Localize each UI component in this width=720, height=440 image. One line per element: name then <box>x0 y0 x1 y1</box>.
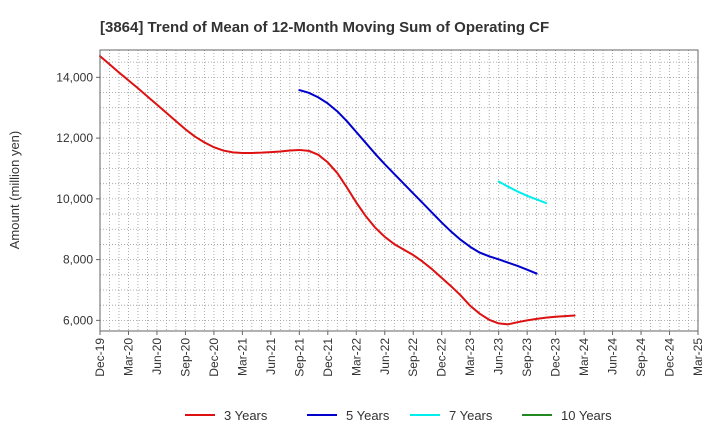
x-tick-label: Sep-24 <box>634 338 648 377</box>
x-tick-label: Sep-23 <box>520 338 534 377</box>
x-tick-label: Dec-20 <box>207 338 221 377</box>
x-tick-label: Mar-25 <box>691 338 705 376</box>
plot-border <box>99 49 699 332</box>
x-tick-label: Jun-23 <box>492 338 506 375</box>
y-tick-labels: 6,000 8,000 10,000 12,000 14,000 <box>56 70 100 327</box>
legend-label-3-years: 3 Years <box>224 408 268 423</box>
x-tick-label: Jun-20 <box>150 338 164 375</box>
x-tick-labels: Dec-19 Mar-20 Jun-20 Sep-20 Dec-20 Mar-21 Jun-… <box>93 331 705 377</box>
legend: 3 Years 5 Years 7 Years 10 Years <box>185 408 612 423</box>
x-tick-label: Mar-20 <box>121 338 135 376</box>
x-tick-label: Jun-22 <box>378 338 392 375</box>
chart-title: [3864] Trend of Mean of 12-Month Moving … <box>100 19 549 36</box>
legend-label-10-years: 10 Years <box>561 408 612 423</box>
x-tick-label: Dec-21 <box>321 338 335 377</box>
series-line-3-years <box>99 55 576 326</box>
x-tick-label: Jun-24 <box>606 338 620 375</box>
x-tick-label: Dec-23 <box>549 338 563 377</box>
x-tick-label: Sep-21 <box>292 338 306 377</box>
y-tick-label: 14,000 <box>56 70 93 84</box>
x-tick-label: Dec-22 <box>435 338 449 377</box>
x-tick-label: Sep-22 <box>406 338 420 377</box>
x-tick-label: Sep-20 <box>178 338 192 377</box>
x-tick-label: Dec-24 <box>663 338 677 377</box>
legend-label-7-years: 7 Years <box>449 408 493 423</box>
grid-layer <box>100 50 698 331</box>
series-layer <box>99 55 576 326</box>
x-tick-label: Mar-22 <box>349 338 363 376</box>
y-tick-label: 10,000 <box>56 192 93 206</box>
plot-area <box>100 50 698 331</box>
legend-label-5-years: 5 Years <box>346 408 390 423</box>
x-tick-label: Dec-19 <box>93 338 107 377</box>
y-tick-label: 8,000 <box>63 253 93 267</box>
x-tick-label: Mar-23 <box>463 338 477 376</box>
series-line-5-years <box>298 89 538 275</box>
y-tick-label: 12,000 <box>56 131 93 145</box>
x-tick-label: Mar-24 <box>577 338 591 376</box>
y-axis-label: Amount (million yen) <box>7 131 22 250</box>
x-tick-label: Jun-21 <box>264 338 278 375</box>
x-tick-label: Mar-21 <box>235 338 249 376</box>
series-line-7-years <box>497 180 548 205</box>
y-tick-label: 6,000 <box>63 313 93 327</box>
